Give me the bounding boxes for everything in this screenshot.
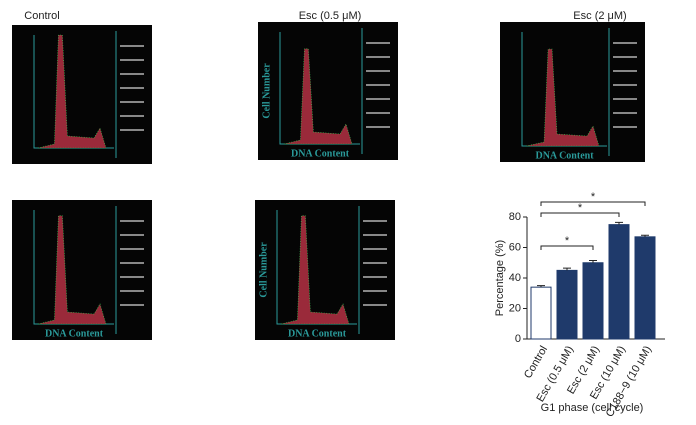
stat-text bbox=[120, 129, 144, 131]
stat-text bbox=[120, 290, 144, 292]
stat-text bbox=[363, 220, 387, 222]
stat-text bbox=[613, 98, 637, 100]
histogram-peak bbox=[280, 215, 350, 325]
significance-mark: * bbox=[565, 235, 570, 247]
x-axis-label: G1 phase (cell cycle) bbox=[541, 402, 644, 414]
significance-mark: * bbox=[578, 202, 583, 214]
x-axis-label: DNA Content bbox=[45, 328, 104, 339]
stat-text bbox=[613, 112, 637, 114]
stat-text bbox=[613, 56, 637, 58]
bar bbox=[582, 262, 604, 340]
stat-text bbox=[363, 276, 387, 278]
error-bar bbox=[641, 234, 649, 237]
stat-text bbox=[120, 234, 144, 236]
stat-text bbox=[613, 84, 637, 86]
stat-text bbox=[363, 290, 387, 292]
stat-text bbox=[120, 220, 144, 222]
significance-bracket bbox=[540, 212, 620, 217]
stat-text bbox=[613, 70, 637, 72]
y-tick-label: 20 bbox=[509, 302, 521, 314]
panel-title: Esc (2 μM) bbox=[573, 10, 626, 22]
stat-text bbox=[120, 262, 144, 264]
x-axis-label: DNA Content bbox=[291, 148, 350, 159]
significance-mark: * bbox=[591, 191, 596, 203]
stat-text bbox=[366, 126, 390, 128]
panel-title: Control bbox=[24, 10, 59, 22]
significance-bracket bbox=[540, 201, 646, 206]
bar bbox=[530, 286, 552, 340]
y-axis-label: Cell Number bbox=[261, 63, 272, 119]
y-tick-label: 80 bbox=[509, 211, 521, 223]
y-axis-label: Cell Number bbox=[258, 242, 269, 298]
error-bar bbox=[589, 259, 597, 263]
y-tick-label: 0 bbox=[515, 333, 521, 345]
histogram-peak bbox=[37, 34, 107, 149]
stat-text bbox=[613, 42, 637, 44]
y-tick-label: 60 bbox=[509, 241, 521, 253]
x-axis-label: DNA Content bbox=[288, 328, 347, 339]
stat-text bbox=[120, 45, 144, 47]
stat-text bbox=[363, 234, 387, 236]
error-bar bbox=[615, 221, 623, 225]
stat-text bbox=[613, 126, 637, 128]
histogram-peak bbox=[525, 48, 600, 147]
stat-text bbox=[120, 73, 144, 75]
stat-text bbox=[120, 248, 144, 250]
stat-text bbox=[366, 84, 390, 86]
bar bbox=[634, 236, 656, 340]
error-bar bbox=[537, 285, 545, 288]
bar bbox=[556, 269, 578, 340]
histogram-peak bbox=[37, 215, 107, 325]
y-axis-label: Percentage (%) bbox=[494, 240, 506, 316]
x-axis-label: DNA Content bbox=[535, 150, 594, 161]
panel-title: Esc (0.5 μM) bbox=[299, 10, 362, 22]
stat-text bbox=[120, 101, 144, 103]
stat-text bbox=[120, 115, 144, 117]
stat-text bbox=[120, 59, 144, 61]
histogram-peak bbox=[283, 48, 353, 145]
stat-text bbox=[363, 262, 387, 264]
stat-text bbox=[366, 56, 390, 58]
stat-text bbox=[120, 276, 144, 278]
stat-text bbox=[366, 70, 390, 72]
stat-text bbox=[366, 98, 390, 100]
y-tick-label: 40 bbox=[509, 272, 521, 284]
stat-text bbox=[120, 87, 144, 89]
stat-text bbox=[366, 112, 390, 114]
significance-bracket bbox=[540, 245, 594, 250]
stat-text bbox=[120, 304, 144, 306]
stat-text bbox=[366, 42, 390, 44]
error-bar bbox=[563, 267, 571, 271]
stat-text bbox=[363, 248, 387, 250]
stat-text bbox=[363, 304, 387, 306]
bar bbox=[608, 224, 630, 340]
x-tick-label: Control bbox=[522, 344, 550, 381]
